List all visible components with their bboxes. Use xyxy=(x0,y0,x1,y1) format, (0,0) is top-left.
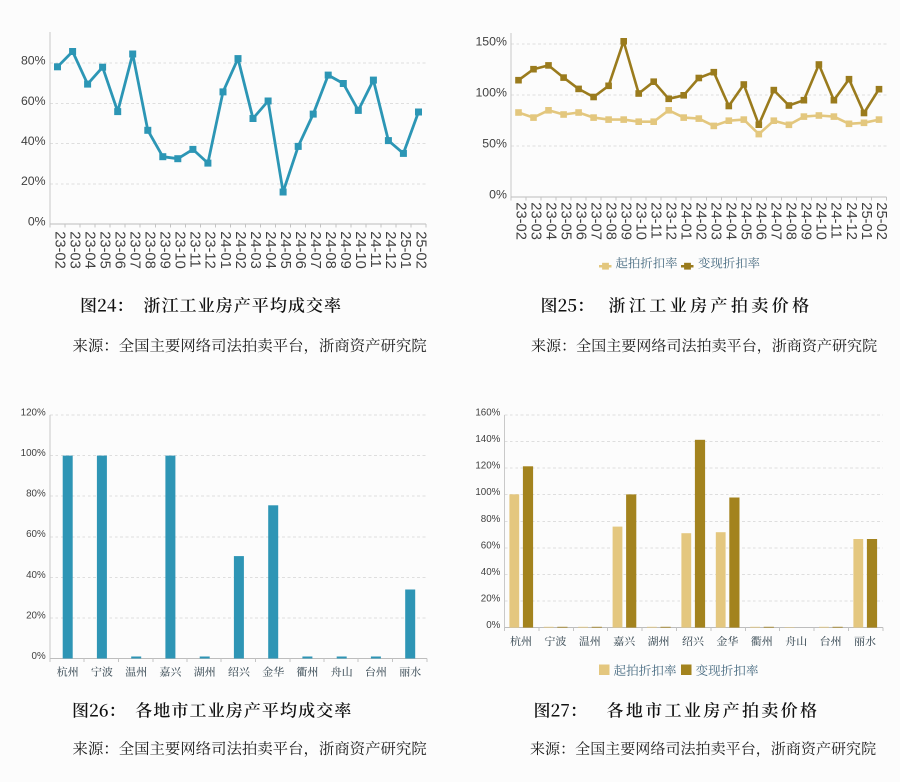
svg-text:24-03: 24-03 xyxy=(247,231,263,269)
svg-text:60%: 60% xyxy=(21,94,46,108)
svg-text:25-01: 25-01 xyxy=(858,202,874,240)
svg-text:24-03: 24-03 xyxy=(708,202,724,240)
svg-text:23-04: 23-04 xyxy=(542,202,558,240)
svg-text:23-05: 23-05 xyxy=(96,231,112,269)
svg-text:23-02: 23-02 xyxy=(51,231,67,269)
svg-text:0%: 0% xyxy=(28,214,46,228)
svg-text:25-02: 25-02 xyxy=(412,231,428,269)
svg-text:24-09: 24-09 xyxy=(798,202,814,240)
svg-text:24-04: 24-04 xyxy=(262,231,278,269)
svg-text:25-02: 25-02 xyxy=(873,202,889,240)
svg-text:40%: 40% xyxy=(481,567,501,578)
svg-text:50%: 50% xyxy=(482,137,507,151)
svg-text:24-10: 24-10 xyxy=(813,202,829,240)
svg-text:160%: 160% xyxy=(475,408,500,419)
svg-text:24-07: 24-07 xyxy=(768,202,784,240)
svg-text:23-10: 23-10 xyxy=(172,231,188,269)
svg-text:140%: 140% xyxy=(475,434,500,445)
svg-text:24-04: 24-04 xyxy=(723,202,739,240)
svg-text:25-01: 25-01 xyxy=(397,231,413,269)
svg-text:23-03: 23-03 xyxy=(66,231,82,269)
svg-text:20%: 20% xyxy=(481,594,501,605)
svg-text:120%: 120% xyxy=(21,408,46,419)
svg-text:150%: 150% xyxy=(475,34,507,48)
svg-text:0%: 0% xyxy=(32,651,46,662)
svg-text:24-01: 24-01 xyxy=(678,202,694,240)
svg-text:23-07: 23-07 xyxy=(587,202,603,240)
svg-text:24-12: 24-12 xyxy=(843,202,859,240)
svg-text:23-09: 23-09 xyxy=(617,202,633,240)
svg-text:80%: 80% xyxy=(21,54,46,68)
svg-text:24-11: 24-11 xyxy=(828,202,844,238)
svg-text:20%: 20% xyxy=(21,174,46,188)
svg-text:24-06: 24-06 xyxy=(292,231,308,269)
svg-text:0%: 0% xyxy=(489,188,507,202)
svg-text:24-12: 24-12 xyxy=(382,231,398,269)
svg-text:23-09: 23-09 xyxy=(157,231,173,269)
svg-text:23-12: 23-12 xyxy=(663,202,679,240)
svg-text:23-03: 23-03 xyxy=(527,202,543,240)
svg-text:100%: 100% xyxy=(475,85,507,99)
svg-text:23-06: 23-06 xyxy=(572,202,588,240)
svg-text:40%: 40% xyxy=(26,570,46,581)
svg-text:24-10: 24-10 xyxy=(352,231,368,269)
svg-text:24-01: 24-01 xyxy=(217,231,233,269)
svg-text:24-11: 24-11 xyxy=(367,231,383,267)
svg-text:24-08: 24-08 xyxy=(322,231,338,269)
svg-text:0%: 0% xyxy=(486,620,500,631)
svg-text:24-07: 24-07 xyxy=(307,231,323,269)
svg-text:24-09: 24-09 xyxy=(337,231,353,269)
svg-text:23-11: 23-11 xyxy=(648,202,664,238)
svg-text:23-08: 23-08 xyxy=(142,231,158,269)
svg-text:23-08: 23-08 xyxy=(602,202,618,240)
svg-text:40%: 40% xyxy=(21,134,46,148)
svg-text:80%: 80% xyxy=(481,514,501,525)
svg-text:24-05: 24-05 xyxy=(738,202,754,240)
svg-text:23-07: 23-07 xyxy=(127,231,143,269)
svg-text:100%: 100% xyxy=(21,448,46,459)
svg-text:23-06: 23-06 xyxy=(112,231,128,269)
svg-text:120%: 120% xyxy=(475,461,500,472)
svg-text:23-05: 23-05 xyxy=(557,202,573,240)
svg-text:60%: 60% xyxy=(26,529,46,540)
svg-text:24-02: 24-02 xyxy=(693,202,709,240)
svg-text:23-02: 23-02 xyxy=(512,202,528,240)
svg-text:23-04: 23-04 xyxy=(81,231,97,269)
svg-text:60%: 60% xyxy=(481,540,501,551)
svg-text:24-02: 24-02 xyxy=(232,231,248,269)
svg-text:23-11: 23-11 xyxy=(187,231,203,267)
svg-text:24-08: 24-08 xyxy=(783,202,799,240)
svg-text:23-10: 23-10 xyxy=(633,202,649,240)
svg-text:23-12: 23-12 xyxy=(202,231,218,269)
svg-text:100%: 100% xyxy=(475,487,500,498)
svg-text:20%: 20% xyxy=(26,610,46,621)
svg-text:80%: 80% xyxy=(26,489,46,500)
svg-text:24-06: 24-06 xyxy=(753,202,769,240)
svg-text:24-05: 24-05 xyxy=(277,231,293,269)
